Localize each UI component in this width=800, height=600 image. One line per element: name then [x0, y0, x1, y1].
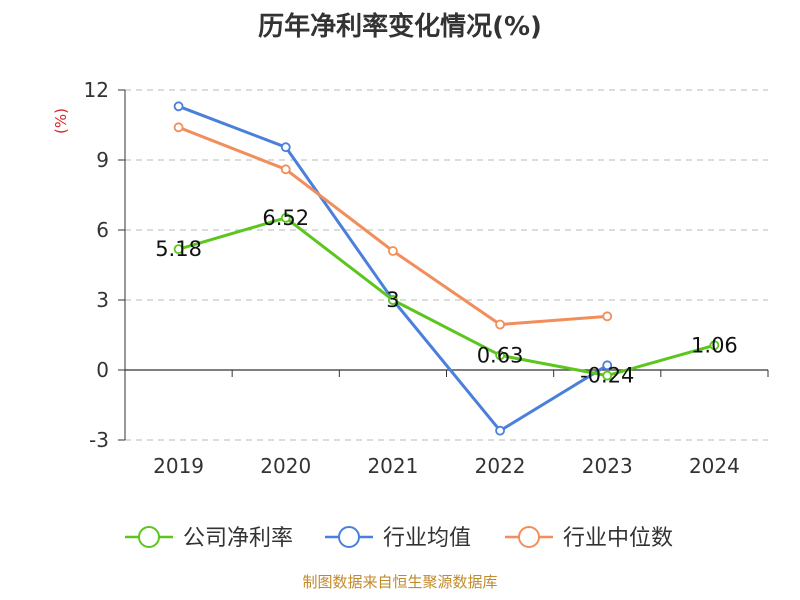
x-tick-label: 2020: [260, 454, 311, 478]
data-point: [173, 244, 184, 255]
legend-label: 公司净利率: [183, 526, 293, 551]
x-tick-label: 2022: [475, 454, 526, 478]
chart-title: 历年净利率变化情况(%): [258, 12, 542, 42]
y-tick-label: 9: [96, 148, 109, 172]
legend-marker: [338, 526, 360, 548]
data-source: 制图数据来自恒生聚源数据库: [302, 573, 498, 591]
data-point: [602, 360, 613, 371]
x-tick-label: 2021: [367, 454, 418, 478]
y-tick-label: 12: [84, 78, 109, 102]
x-tick-label: 2019: [153, 454, 204, 478]
data-point: [173, 101, 184, 112]
data-point: [388, 246, 398, 256]
data-point: [173, 122, 184, 133]
data-point: [280, 164, 291, 175]
data-label: 6.52: [262, 206, 309, 230]
data-point: [388, 295, 398, 305]
y-tick-label: 0: [96, 358, 109, 382]
data-label: 5.18: [155, 237, 202, 261]
data-point: [495, 425, 505, 436]
data-point: [280, 212, 291, 223]
y-tick-label: 3: [96, 288, 109, 312]
series-line: [178, 216, 715, 378]
data-point: [495, 319, 505, 330]
series-line: [178, 104, 609, 433]
data-label: 1.06: [691, 333, 738, 357]
data-point: [602, 370, 613, 381]
y-tick-label: 6: [96, 218, 109, 242]
data-point: [280, 142, 291, 153]
data-label: 3: [386, 288, 399, 312]
y-tick-label: -3: [89, 428, 109, 452]
data-label: 0.63: [477, 343, 524, 367]
data-label: -0.24: [580, 364, 634, 388]
data-point: [709, 340, 720, 351]
legend-marker: [138, 526, 160, 548]
data-point: [495, 350, 505, 361]
legend-label: 行业中位数: [563, 526, 673, 551]
x-tick-label: 2023: [582, 454, 633, 478]
legend-marker: [518, 526, 540, 548]
x-tick-label: 2024: [689, 454, 740, 478]
legend-label: 行业均值: [383, 526, 471, 551]
data-point: [602, 311, 613, 322]
